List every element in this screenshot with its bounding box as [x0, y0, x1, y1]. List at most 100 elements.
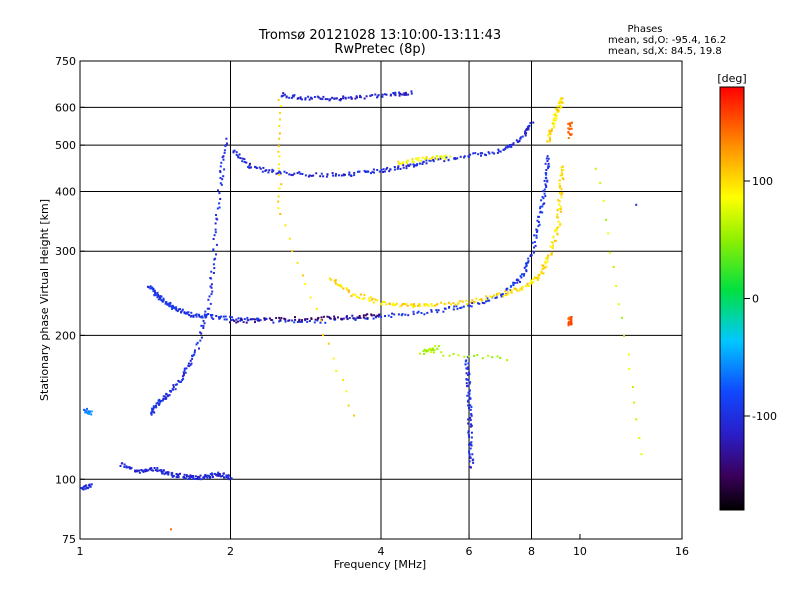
data-point	[149, 285, 152, 288]
data-point	[516, 289, 519, 292]
data-point	[558, 208, 561, 210]
data-point	[607, 232, 610, 235]
data-point	[145, 468, 148, 471]
data-point	[536, 219, 539, 222]
data-point	[529, 255, 532, 257]
data-point	[191, 357, 194, 360]
data-point	[167, 471, 170, 474]
data-point	[405, 160, 408, 163]
data-point	[161, 299, 164, 302]
data-point	[339, 283, 342, 286]
data-point	[246, 316, 249, 319]
data-point	[561, 97, 564, 100]
data-point	[212, 475, 214, 478]
data-point	[348, 173, 351, 176]
data-point	[164, 397, 166, 400]
data-point	[239, 157, 242, 160]
y-tick-label: 400	[55, 185, 76, 198]
data-point	[568, 122, 571, 125]
data-point	[506, 359, 509, 362]
data-point	[208, 307, 211, 310]
data-point	[349, 96, 352, 99]
data-point	[535, 228, 538, 231]
data-point	[569, 316, 572, 319]
colorbar-tick-label: 0	[752, 293, 759, 306]
y-tick-label: 100	[55, 473, 76, 486]
y-tick-label: 200	[55, 329, 76, 342]
data-point	[257, 318, 260, 321]
data-point	[345, 287, 348, 290]
data-point	[270, 318, 273, 321]
data-point	[500, 293, 502, 296]
data-point	[368, 300, 371, 303]
data-point	[357, 170, 359, 173]
data-point	[328, 277, 331, 280]
data-point	[548, 138, 551, 141]
data-point	[466, 394, 469, 397]
data-point	[526, 282, 529, 285]
data-point	[561, 101, 564, 104]
data-point	[409, 163, 412, 166]
data-point	[479, 152, 482, 155]
x-tick-label: 4	[378, 545, 385, 558]
data-point	[342, 317, 345, 320]
data-point	[170, 528, 172, 531]
data-point	[546, 260, 549, 263]
data-point	[350, 295, 353, 297]
data-point	[462, 305, 465, 308]
data-point	[423, 353, 426, 355]
data-point	[288, 319, 291, 322]
data-point	[403, 93, 406, 96]
data-point	[212, 238, 215, 240]
data-point	[412, 310, 415, 313]
data-point	[321, 98, 324, 101]
data-point	[226, 142, 228, 145]
data-point	[388, 170, 391, 173]
data-point	[177, 476, 180, 479]
data-point	[468, 382, 471, 385]
data-point	[401, 93, 404, 96]
data-point	[157, 298, 160, 301]
data-point	[207, 474, 210, 477]
data-point	[553, 126, 555, 129]
data-point	[372, 317, 375, 320]
y-tick-label: 600	[55, 101, 76, 114]
data-point	[252, 318, 255, 320]
data-point	[277, 163, 280, 166]
data-point	[257, 319, 260, 322]
data-point	[249, 318, 252, 321]
data-point	[196, 478, 199, 480]
data-point	[444, 158, 447, 161]
data-point	[277, 150, 280, 153]
data-point	[185, 475, 188, 478]
data-point	[512, 143, 515, 146]
data-point	[469, 404, 472, 407]
data-point	[550, 241, 553, 244]
y-tick-label: 750	[55, 55, 76, 68]
data-point	[268, 169, 271, 172]
data-point	[155, 405, 158, 408]
data-point	[372, 168, 375, 171]
data-point	[567, 324, 570, 327]
data-point	[385, 168, 388, 171]
data-point	[467, 391, 470, 394]
data-point	[567, 127, 570, 130]
data-point	[556, 110, 559, 113]
data-point	[264, 169, 267, 172]
data-point	[192, 477, 195, 480]
data-point	[465, 303, 468, 306]
data-point	[437, 158, 440, 161]
data-point	[393, 313, 396, 316]
data-point	[529, 121, 532, 124]
data-point	[540, 270, 543, 273]
data-point	[222, 315, 225, 318]
data-point	[463, 355, 466, 358]
data-point	[285, 95, 288, 98]
data-point	[187, 311, 190, 314]
data-point	[469, 417, 472, 419]
data-point	[247, 319, 250, 322]
data-point	[205, 475, 207, 478]
data-point	[525, 262, 528, 265]
data-point	[545, 184, 548, 187]
data-point	[333, 315, 336, 318]
